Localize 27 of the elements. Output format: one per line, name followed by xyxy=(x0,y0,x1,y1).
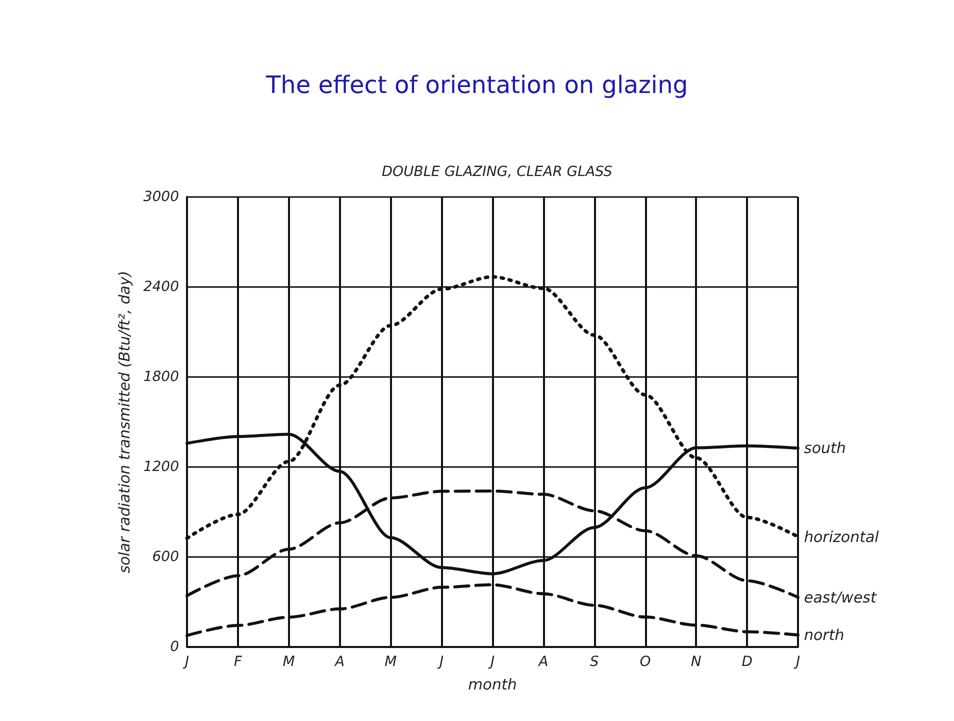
y-tick-label: 1800 xyxy=(143,369,180,385)
x-tick-label: M xyxy=(384,654,397,670)
x-tick-label: J xyxy=(487,654,495,670)
x-tick-label: J xyxy=(182,654,190,670)
y-tick-label: 3000 xyxy=(143,189,180,205)
x-tick-label: S xyxy=(590,654,599,670)
x-tick-label: A xyxy=(334,654,345,670)
y-tick-label: 600 xyxy=(152,549,180,565)
chart-subtitle: DOUBLE GLAZING, CLEAR GLASS xyxy=(382,164,612,180)
x-tick-label: J xyxy=(436,654,444,670)
series-label: east/west xyxy=(804,588,878,606)
series-label: north xyxy=(804,626,844,644)
y-tick-label: 2400 xyxy=(143,279,180,295)
series-label: south xyxy=(804,439,846,458)
y-tick-label: 1200 xyxy=(143,459,180,475)
x-tick-label: D xyxy=(742,654,753,670)
series-label: horizontal xyxy=(804,528,880,546)
x-tick-label: J xyxy=(792,654,800,670)
x-tick-label: O xyxy=(640,654,651,670)
x-tick-label: A xyxy=(538,654,548,670)
y-axis-title: solar radiation transmitted (Btu/ft², day) xyxy=(116,270,134,574)
x-axis-title: month xyxy=(468,676,517,694)
x-tick-label: N xyxy=(690,654,702,670)
x-tick-label: F xyxy=(234,654,243,670)
chart-title: The effect of orientation on glazing xyxy=(264,71,688,99)
y-tick-label: 0 xyxy=(170,639,180,655)
x-tick-label: M xyxy=(282,654,295,670)
